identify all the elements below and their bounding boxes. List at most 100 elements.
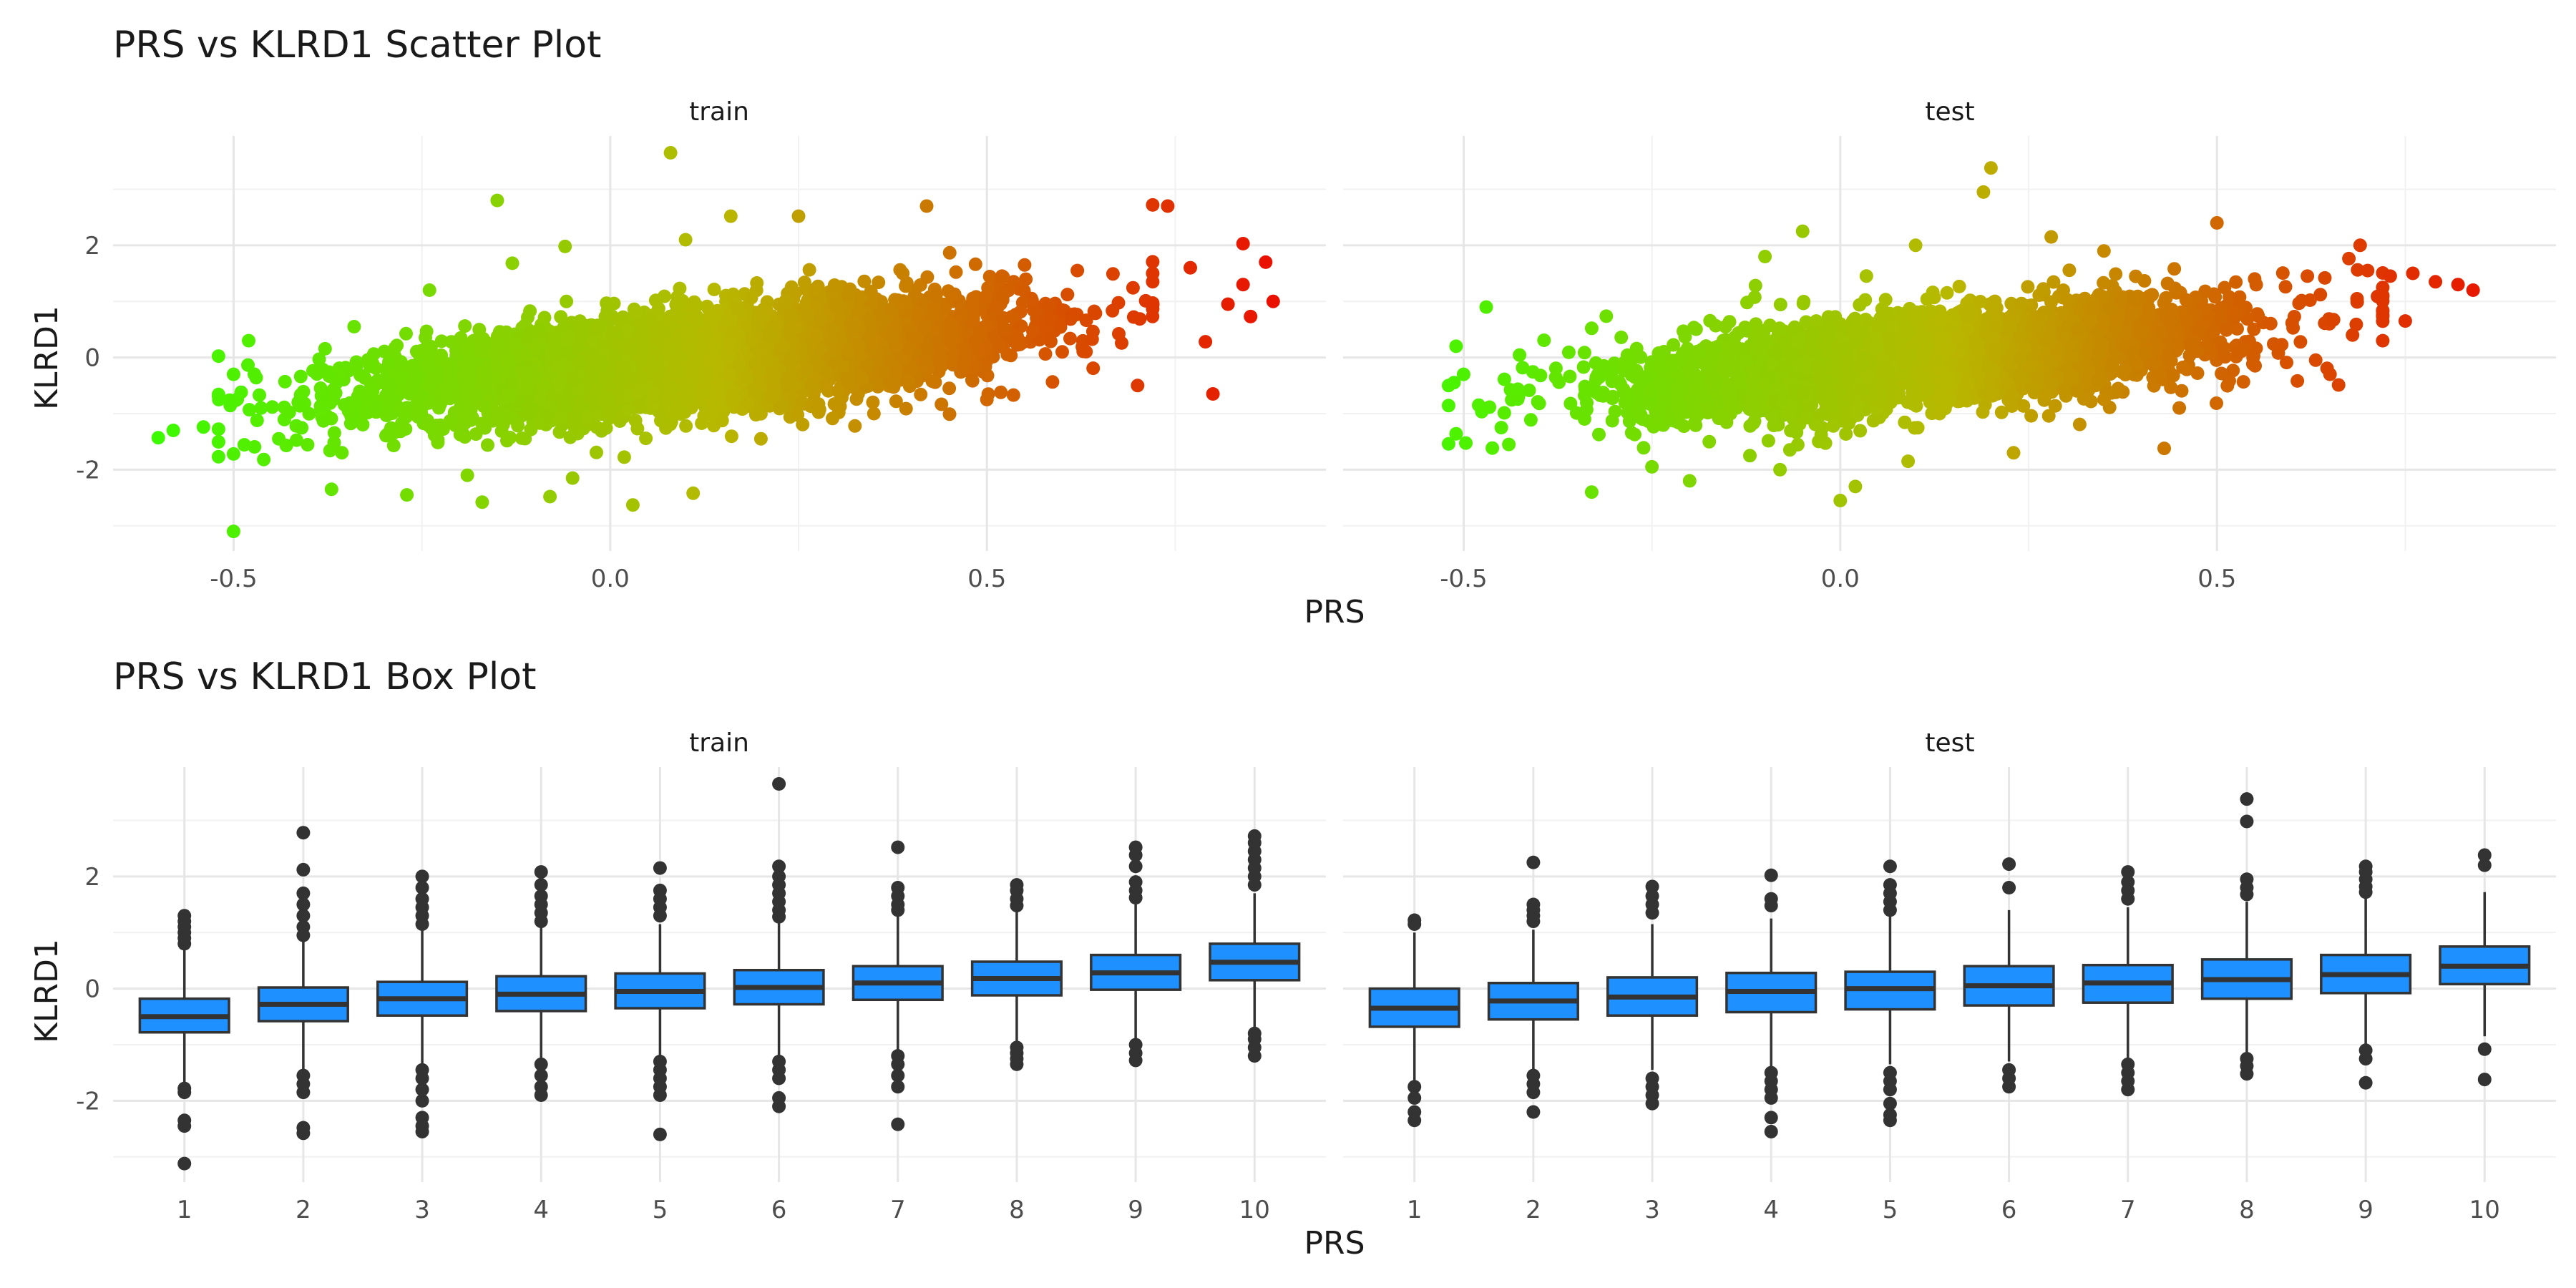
scatter-point <box>567 420 582 434</box>
scatter-point <box>532 323 546 337</box>
scatter-point <box>629 306 643 320</box>
scatter-point <box>826 411 839 426</box>
scatter-point <box>392 370 406 384</box>
scatter-point <box>460 468 474 482</box>
scatter-point <box>278 374 292 389</box>
scatter-point <box>383 424 397 439</box>
scatter-point <box>831 384 845 399</box>
scatter-point <box>1006 388 1020 402</box>
scatter-point <box>386 439 401 453</box>
scatter-point <box>955 308 970 322</box>
scatter-point <box>554 310 568 324</box>
scatter-point <box>394 355 408 369</box>
scatter-point <box>499 325 514 339</box>
scatter-point <box>318 341 332 356</box>
scatter-point <box>419 324 434 338</box>
scatter-point <box>211 449 225 464</box>
scatter-point <box>1019 272 1033 286</box>
scatter-point <box>899 401 913 416</box>
scatter-point <box>337 398 351 412</box>
scatter-point <box>896 266 910 280</box>
scatter-point <box>805 379 819 393</box>
scatter-panel-train: -0.5 0.0 0.5-202 <box>76 136 1326 593</box>
scatter-point <box>949 265 963 279</box>
scatter-point <box>327 436 341 450</box>
scatter-point <box>811 397 826 411</box>
scatter-point <box>301 438 315 452</box>
scatter-point <box>1079 345 1093 358</box>
scatter-point <box>248 440 262 454</box>
scatter-point <box>1126 280 1140 295</box>
scatter-point <box>343 416 358 431</box>
scatter-point <box>935 397 949 411</box>
scatter-point <box>802 263 816 277</box>
scatter-point <box>791 408 805 422</box>
scatter-point <box>898 295 912 309</box>
scatter-point <box>296 384 311 399</box>
scatter-point <box>889 394 903 409</box>
scatter-point <box>726 389 740 403</box>
scatter-point <box>855 371 869 386</box>
scatter-point <box>875 314 889 328</box>
scatter-point <box>1063 331 1077 346</box>
scatter-point <box>399 422 413 436</box>
scatter-point <box>399 410 414 424</box>
scatter-point <box>399 326 413 341</box>
scatter-point <box>621 323 635 338</box>
scatter-point <box>211 349 225 364</box>
scatter-point <box>744 291 758 305</box>
scatter-point <box>313 401 328 416</box>
scatter-point <box>313 381 328 395</box>
scatter-point <box>1126 310 1141 324</box>
scatter-point <box>920 270 935 284</box>
scatter-xlabel: PRS <box>1304 594 1365 630</box>
scatter-point <box>864 284 878 298</box>
scatter-point <box>726 287 741 301</box>
scatter-point <box>382 355 396 369</box>
scatter-point <box>677 393 691 407</box>
scatter-point <box>942 245 957 260</box>
scatter-point <box>523 304 537 318</box>
scatter-point <box>237 438 251 452</box>
scatter-point <box>356 418 370 431</box>
scatter-point <box>648 293 663 308</box>
box-strip-train: train <box>689 728 749 758</box>
scatter-point <box>827 397 841 411</box>
scatter-point <box>295 421 309 435</box>
scatter-point <box>385 391 399 406</box>
scatter-point <box>711 376 726 391</box>
scatter-point <box>316 414 331 428</box>
scatter-point <box>1115 336 1128 350</box>
scatter-point <box>1045 375 1060 389</box>
scatter-point <box>848 419 862 433</box>
scatter-point <box>751 405 766 419</box>
scatter-point <box>1086 361 1101 376</box>
scatter-point <box>211 422 225 436</box>
scatter-point <box>599 421 613 435</box>
scatter-point <box>253 388 266 402</box>
scatter-point <box>211 435 225 449</box>
scatter-point <box>464 413 478 427</box>
scatter-point <box>1060 288 1075 302</box>
scatter-point <box>965 373 979 387</box>
scatter-point <box>715 414 729 428</box>
scatter-point <box>431 433 445 447</box>
scatter-strip-train: train <box>689 97 749 127</box>
scatter-point <box>1085 324 1100 338</box>
scatter-point <box>808 283 822 297</box>
scatter-ylabel: KLRD1 <box>29 306 65 410</box>
scatter-point <box>928 375 942 389</box>
scatter-title: PRS vs KLRD1 Scatter Plot <box>113 24 601 67</box>
scatter-point <box>849 392 864 406</box>
scatter-point <box>489 413 504 426</box>
scatter-point <box>348 395 363 409</box>
scatter-point <box>411 409 425 423</box>
scatter-point <box>741 395 755 409</box>
scatter-point <box>857 274 872 288</box>
scatter-point <box>607 296 621 311</box>
scatter-point <box>250 414 264 427</box>
scatter-point <box>979 289 993 303</box>
scatter-point <box>968 257 982 271</box>
scatter-point <box>293 369 308 384</box>
